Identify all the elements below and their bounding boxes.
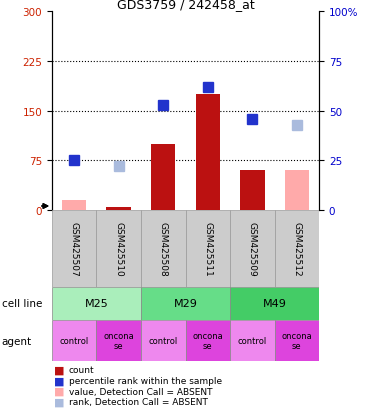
Text: GSM425511: GSM425511 — [203, 221, 212, 276]
Bar — [141, 287, 230, 320]
Text: GSM425509: GSM425509 — [248, 221, 257, 276]
Bar — [275, 320, 319, 361]
Text: rank, Detection Call = ABSENT: rank, Detection Call = ABSENT — [69, 397, 207, 406]
Text: oncona
se: oncona se — [193, 331, 223, 350]
Bar — [96, 320, 141, 361]
Text: ■: ■ — [54, 397, 64, 407]
Bar — [151, 145, 175, 211]
Text: GSM425512: GSM425512 — [292, 222, 301, 276]
Bar — [186, 211, 230, 287]
Bar — [141, 211, 186, 287]
Text: value, Detection Call = ABSENT: value, Detection Call = ABSENT — [69, 387, 212, 396]
Bar — [230, 287, 319, 320]
Text: M25: M25 — [85, 299, 108, 309]
Bar — [230, 211, 275, 287]
Bar — [285, 171, 309, 211]
Bar — [141, 320, 186, 361]
Bar — [196, 95, 220, 211]
Bar — [96, 211, 141, 287]
Bar — [52, 287, 141, 320]
Bar — [52, 211, 96, 287]
Text: GSM425508: GSM425508 — [159, 221, 168, 276]
Bar — [52, 320, 96, 361]
Text: control: control — [149, 336, 178, 345]
Bar — [186, 320, 230, 361]
Text: agent: agent — [2, 336, 32, 346]
Bar — [275, 211, 319, 287]
Text: M29: M29 — [174, 299, 197, 309]
Text: M49: M49 — [263, 299, 286, 309]
Text: count: count — [69, 365, 94, 374]
Text: GSM425507: GSM425507 — [70, 221, 79, 276]
Bar — [106, 207, 131, 211]
Title: GDS3759 / 242458_at: GDS3759 / 242458_at — [116, 0, 255, 11]
Text: cell line: cell line — [2, 299, 42, 309]
Text: GSM425510: GSM425510 — [114, 221, 123, 276]
Text: percentile rank within the sample: percentile rank within the sample — [69, 376, 222, 385]
Text: ■: ■ — [54, 375, 64, 385]
Bar — [62, 201, 86, 211]
Bar — [230, 320, 275, 361]
Text: ■: ■ — [54, 365, 64, 375]
Text: control: control — [60, 336, 89, 345]
Bar — [240, 171, 265, 211]
Text: control: control — [238, 336, 267, 345]
Text: oncona
se: oncona se — [104, 331, 134, 350]
Text: oncona
se: oncona se — [282, 331, 312, 350]
Text: ■: ■ — [54, 386, 64, 396]
